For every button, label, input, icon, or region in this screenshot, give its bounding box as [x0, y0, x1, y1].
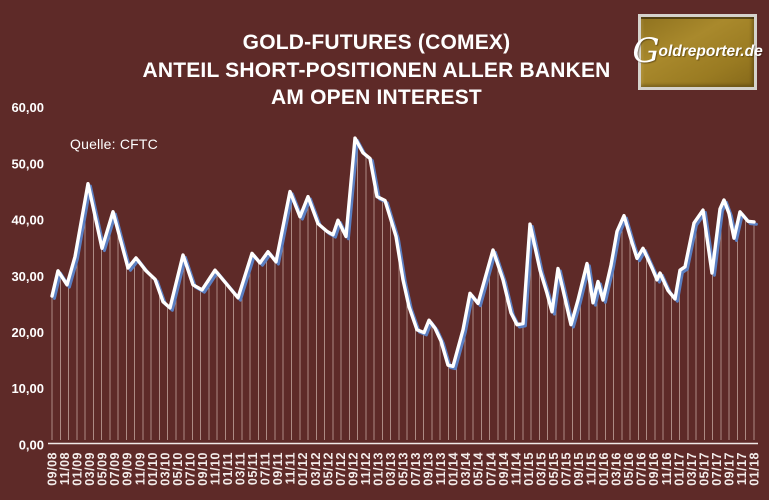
x-tick-label: 03/17	[685, 452, 699, 486]
x-tick-label: 05/15	[547, 452, 561, 486]
x-tick-label: 03/14	[459, 452, 473, 486]
x-tick-label: 05/14	[472, 452, 486, 486]
x-tick-label: 09/08	[46, 452, 60, 486]
chart-title-line3: AM OPEN INTEREST	[271, 86, 482, 109]
x-tick-label: 05/17	[697, 452, 711, 486]
x-tick-label: 11/09	[133, 452, 147, 485]
y-tick-label: 50,00	[11, 156, 44, 171]
x-tick-label: 01/11	[221, 452, 235, 485]
x-tick-label: 03/11	[234, 452, 248, 485]
x-tick-label: 11/14	[509, 452, 523, 485]
x-tick-label: 01/17	[672, 452, 686, 486]
x-tick-label: 05/09	[96, 452, 110, 486]
x-tick-label: 07/10	[183, 452, 197, 486]
x-tick-label: 09/12	[346, 452, 360, 486]
chart-title-line2: ANTEIL SHORT-POSITIONEN ALLER BANKEN	[142, 58, 611, 82]
x-tick-label: 05/13	[397, 452, 411, 486]
series-line	[50, 136, 756, 368]
x-tick-label: 11/12	[359, 452, 373, 485]
x-tick-label: 07/12	[334, 452, 348, 486]
y-tick-label: 60,00	[11, 100, 44, 115]
x-tick-label: 11/17	[735, 452, 749, 485]
x-tick-label: 07/15	[559, 452, 573, 486]
x-tick-label: 09/11	[271, 452, 285, 485]
source-label: Quelle: CFTC	[70, 136, 158, 152]
x-tick-label: 03/09	[83, 452, 97, 486]
x-tick-label: 01/12	[296, 452, 310, 486]
x-tick-label: 09/10	[196, 452, 210, 486]
x-tick-label: 01/18	[748, 452, 762, 486]
x-tick-label: 09/14	[497, 452, 511, 486]
x-tick-label: 07/16	[635, 452, 649, 486]
chart-title: GOLD-FUTURES (COMEX) ANTEIL SHORT-POSITI…	[0, 29, 753, 112]
x-tick-label: 05/16	[622, 452, 636, 486]
x-tick-label: 03/12	[309, 452, 323, 486]
x-tick-label: 09/09	[121, 452, 135, 486]
x-tick-label: 07/14	[484, 452, 498, 486]
x-tick-label: 05/11	[246, 452, 260, 485]
chart-title-line1: GOLD-FUTURES (COMEX)	[242, 31, 511, 54]
x-tick-label: 09/17	[722, 452, 736, 486]
x-tick-label: 11/11	[284, 452, 298, 484]
x-tick-label: 03/10	[158, 452, 172, 486]
x-tick-label: 07/17	[710, 452, 724, 486]
logo-rest-text: oldreporter.de	[658, 43, 763, 60]
y-tick-label: 20,00	[11, 325, 44, 340]
logo-initial-g: G	[632, 31, 660, 71]
x-tick-label: 01/14	[447, 452, 461, 486]
x-tick-label: 07/11	[259, 452, 273, 485]
x-tick-label: 11/10	[208, 452, 222, 485]
x-tick-label: 01/10	[146, 452, 160, 486]
x-tick-label: 09/13	[422, 452, 436, 486]
x-tick-label: 07/13	[409, 452, 423, 486]
x-tick-label: 11/13	[434, 452, 448, 485]
x-tick-label: 09/15	[572, 452, 586, 486]
goldreporter-logo-text: Goldreporter.de	[632, 34, 763, 68]
x-tick-label: 05/10	[171, 452, 185, 486]
goldreporter-logo: Goldreporter.de	[632, 14, 763, 90]
y-tick-label: 10,00	[11, 381, 44, 396]
x-tick-label: 01/15	[522, 452, 536, 486]
x-tick-label: 05/12	[321, 452, 335, 486]
y-tick-label: 40,00	[11, 213, 44, 228]
y-tick-label: 30,00	[11, 269, 44, 284]
x-tick-label: 01/16	[597, 452, 611, 486]
x-tick-label: 11/08	[58, 452, 72, 485]
x-tick-label: 07/09	[108, 452, 122, 486]
x-tick-label: 11/15	[585, 452, 599, 485]
x-tick-label: 09/16	[647, 452, 661, 486]
x-tick-label: 03/13	[384, 452, 398, 486]
y-tick-label: 0,00	[19, 437, 44, 452]
x-tick-label: 01/09	[71, 452, 85, 486]
x-tick-label: 03/15	[534, 452, 548, 486]
x-tick-label: 01/13	[371, 452, 385, 486]
x-tick-label: 11/16	[660, 452, 674, 485]
x-tick-label: 03/16	[610, 452, 624, 486]
